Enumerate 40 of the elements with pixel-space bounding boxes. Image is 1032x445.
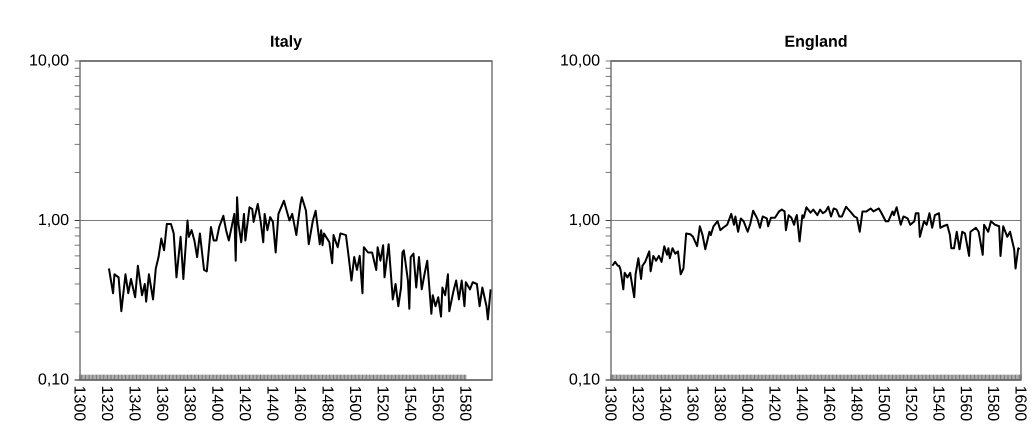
y-tick-label: 1,00 <box>570 213 600 228</box>
x-tick-label: 1440 <box>796 386 808 421</box>
x-tick-label: 1420 <box>769 386 781 421</box>
x-tick-label: 1460 <box>824 386 836 421</box>
x-tick-label: 1540 <box>933 386 945 421</box>
y-tick-label: 1,00 <box>39 213 69 228</box>
y-tick-label: 0,10 <box>569 373 600 387</box>
y-tick-label: 10,00 <box>561 54 600 68</box>
x-tick-label: 1540 <box>405 386 417 421</box>
x-tick-label: 1400 <box>742 386 754 421</box>
x-tick-label: 1340 <box>129 386 141 421</box>
x-tick-label: 1600 <box>1015 386 1027 421</box>
x-tick-label: 1340 <box>660 386 672 421</box>
x-tick-label: 1520 <box>906 386 918 421</box>
y-tick-label: 0,10 <box>38 373 69 387</box>
x-tick-label: 1520 <box>377 386 389 421</box>
x-tick-label: 1480 <box>851 386 863 421</box>
x-tick-label: 1320 <box>632 386 644 421</box>
x-tick-label: 1560 <box>432 386 444 421</box>
x-tick-label: 1440 <box>267 386 279 421</box>
x-tick-label: 1480 <box>322 386 334 421</box>
x-tick-label: 1300 <box>605 386 617 421</box>
x-tick-label: 1360 <box>687 386 699 421</box>
x-tick-label: 1380 <box>184 386 196 421</box>
x-tick-label: 1320 <box>101 386 114 421</box>
x-tick-label: 1300 <box>74 386 86 421</box>
x-tick-label: 1580 <box>988 386 1000 421</box>
x-tick-label: 1400 <box>212 386 224 421</box>
x-tick-label: 1580 <box>460 386 472 421</box>
x-tick-label: 1500 <box>349 386 362 421</box>
x-tick-label: 1500 <box>878 386 890 421</box>
chart-title: Italy <box>271 35 302 51</box>
x-tick-label: 1360 <box>157 386 169 421</box>
line-series <box>611 205 1021 299</box>
x-tick-label: 1460 <box>294 386 307 421</box>
y-tick-label: 10,00 <box>30 54 69 68</box>
x-tick-label: 1420 <box>239 386 252 421</box>
x-tick-label: 1380 <box>714 386 726 421</box>
x-tick-label: 1560 <box>960 386 972 421</box>
chart-title: England <box>785 35 847 51</box>
